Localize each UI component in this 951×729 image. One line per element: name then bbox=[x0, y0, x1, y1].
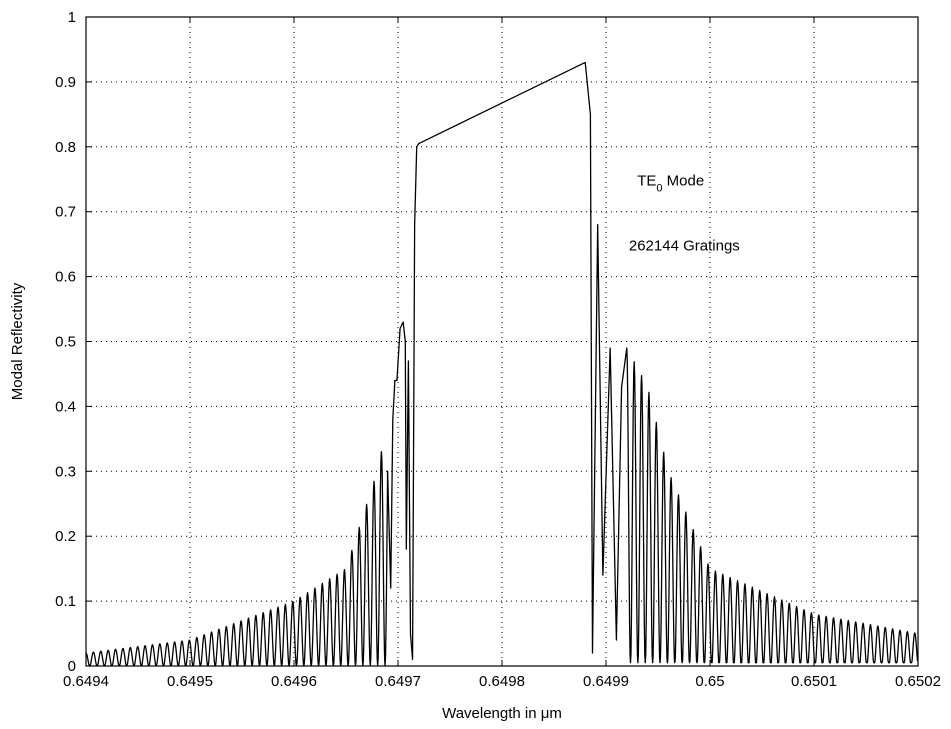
y-tick-label: 0.1 bbox=[55, 593, 76, 610]
y-tick-label: 1 bbox=[68, 9, 76, 26]
y-tick-label: 0.3 bbox=[55, 463, 76, 480]
x-tick-label: 0.65 bbox=[695, 673, 724, 690]
y-tick-label: 0.2 bbox=[55, 528, 76, 545]
annotation-mode-subscript: 0 bbox=[656, 183, 662, 195]
grid-lines bbox=[86, 17, 918, 666]
annotation-mode-suffix: Mode bbox=[662, 173, 704, 190]
y-tick-label: 0.4 bbox=[55, 398, 76, 415]
x-tick-label: 0.6498 bbox=[479, 673, 525, 690]
x-tick-label: 0.6495 bbox=[167, 673, 213, 690]
plot-frame bbox=[85, 16, 919, 667]
y-tick-label: 0.8 bbox=[55, 139, 76, 156]
y-tick-label: 0.9 bbox=[55, 74, 76, 91]
y-tick-label: 0.6 bbox=[55, 269, 76, 286]
x-tick-label: 0.6501 bbox=[791, 673, 837, 690]
annotation-gratings: 262144 Gratings bbox=[629, 238, 740, 255]
x-tick-label: 0.6497 bbox=[375, 673, 421, 690]
x-tick-label: 0.6499 bbox=[583, 673, 629, 690]
annotation-mode-main: TE bbox=[637, 173, 656, 190]
series-line-reflectivity bbox=[85, 61, 919, 667]
y-tick-labels: 0 0.1 0.2 0.3 0.4 0.5 0.6 0.7 0.8 0.9 1 bbox=[55, 9, 76, 675]
x-tick-label: 0.6496 bbox=[271, 673, 317, 690]
x-tick-label: 0.6502 bbox=[895, 673, 941, 690]
y-axis-label: Modal Reflectivity bbox=[9, 282, 26, 400]
x-tick-labels: 0.6494 0.6495 0.6496 0.6497 0.6498 0.6499 0.65… bbox=[63, 673, 941, 690]
y-tick-label: 0.7 bbox=[55, 204, 76, 221]
x-axis-label: Wavelength in μm bbox=[442, 705, 562, 722]
x-tick-label: 0.6494 bbox=[63, 673, 109, 690]
annotation-mode: TE0 Mode bbox=[637, 173, 704, 195]
y-tick-label: 0.5 bbox=[55, 334, 76, 351]
y-tick-label: 0 bbox=[68, 658, 76, 675]
